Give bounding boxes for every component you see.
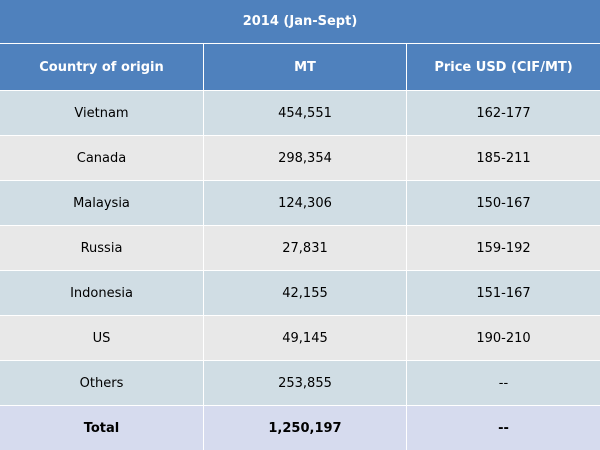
table-row: US 49,145 190-210	[0, 315, 600, 360]
cell-mt: 454,551	[203, 91, 406, 135]
cell-country: Indonesia	[70, 285, 133, 301]
cell-price: 162-177	[406, 91, 600, 135]
cell-country: Malaysia	[73, 195, 130, 211]
table-row: Others 253,855 --	[0, 360, 600, 405]
cell-price: 151-167	[406, 271, 600, 315]
cell-mt: 49,145	[203, 316, 406, 360]
table-header-row: Country of origin MT Price USD (CIF/MT)	[0, 44, 600, 90]
cell-mt: 124,306	[203, 181, 406, 225]
cell-country: US	[92, 330, 111, 346]
header-price: Price USD (CIF/MT)	[406, 44, 600, 90]
table-row: Canada 298,354 185-211	[0, 135, 600, 180]
table-title: 2014 (Jan-Sept)	[0, 0, 600, 44]
cell-mt: 27,831	[203, 226, 406, 270]
cell-price: 185-211	[406, 136, 600, 180]
table-total-row: Total 1,250,197 --	[0, 405, 600, 450]
total-mt: 1,250,197	[203, 406, 406, 450]
table-row: Russia 27,831 159-192	[0, 225, 600, 270]
table-row: Indonesia 42,155 151-167	[0, 270, 600, 315]
cell-price: --	[406, 361, 600, 405]
cell-country: Others	[79, 375, 124, 391]
table-row: Vietnam 454,551 162-177	[0, 90, 600, 135]
cell-mt: 253,855	[203, 361, 406, 405]
total-label: Total	[83, 421, 120, 436]
cell-mt: 298,354	[203, 136, 406, 180]
table-row: Malaysia 124,306 150-167	[0, 180, 600, 225]
total-price: --	[406, 406, 600, 450]
cell-country: Vietnam	[74, 105, 129, 121]
cell-country: Russia	[80, 240, 123, 256]
header-country: Country of origin	[39, 59, 164, 75]
header-mt: MT	[203, 44, 406, 90]
cell-country: Canada	[76, 150, 127, 166]
cell-price: 150-167	[406, 181, 600, 225]
cell-price: 159-192	[406, 226, 600, 270]
cell-price: 190-210	[406, 316, 600, 360]
cell-mt: 42,155	[203, 271, 406, 315]
